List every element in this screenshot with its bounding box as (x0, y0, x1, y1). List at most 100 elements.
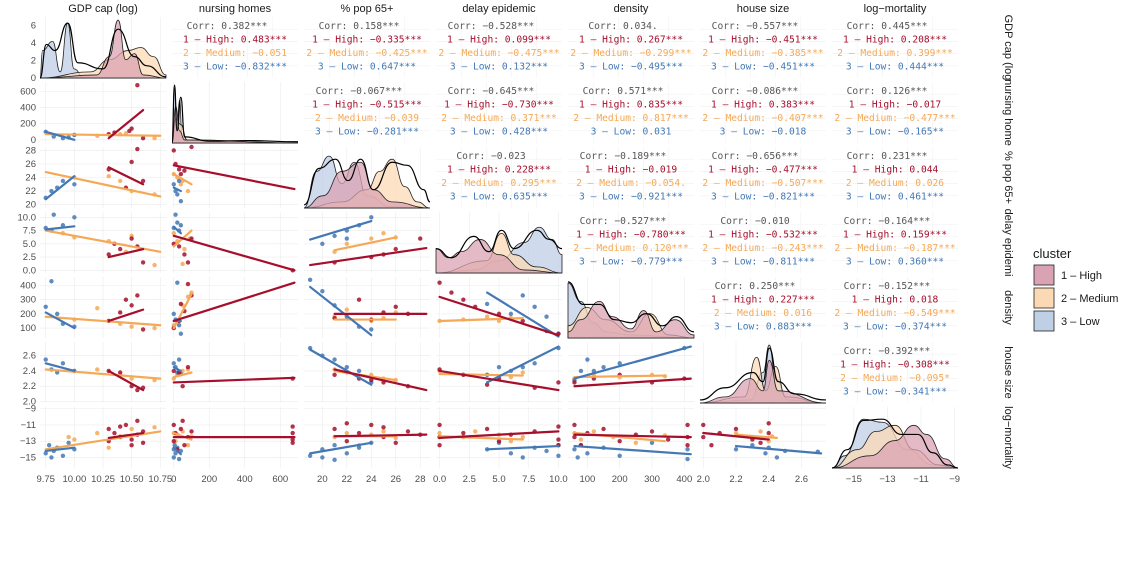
cell-4-1 (172, 277, 298, 338)
point-medium-4 (178, 182, 184, 187)
point-low-1 (49, 188, 54, 194)
y-tick-label-5-3: 2.6 (23, 351, 36, 362)
corr-label-0-6-0: Corr: 0.445*** (847, 21, 928, 32)
x-tick-label-3-1: 2.5 (463, 474, 476, 485)
corr-label-2-4-2: 2 – Medium: −0.054. (576, 178, 686, 189)
point-high-2 (484, 382, 490, 387)
point-low-3 (178, 199, 184, 204)
fit-line-medium (333, 236, 397, 252)
corr-label-0-3-0: Corr: −0.528*** (448, 21, 535, 32)
y-tick-label-2-0: 20 (25, 200, 36, 211)
density-high (831, 424, 959, 469)
corr-label-1-2-2: 2 – Medium: −0.039 (315, 113, 419, 124)
point-high-12 (180, 418, 185, 424)
point-low-1 (49, 279, 54, 284)
corr-label-1-2-1: 1 – High: −0.515*** (312, 100, 422, 111)
point-low-3 (72, 182, 77, 187)
fit-line-low (44, 130, 76, 141)
point-high-4 (601, 426, 606, 432)
point-low-4 (532, 361, 537, 366)
point-high-0 (701, 422, 706, 428)
point-low-3 (178, 223, 184, 228)
y-tick-label-2-1: 22 (25, 186, 36, 197)
point-high-4 (135, 293, 140, 298)
corr-label-2-4-3: 3 – Low: −0.921*** (579, 192, 683, 203)
point-high-9 (140, 440, 146, 445)
corr-label-1-6-3: 3 – Low: −0.165** (846, 127, 944, 138)
point-low-0 (171, 311, 176, 317)
point-high-3 (129, 303, 134, 308)
point-high-7 (649, 429, 655, 434)
fit-line-medium (172, 371, 193, 379)
density-panel-2 (303, 155, 431, 209)
corr-label-0-6-3: 3 – Low: 0.444*** (846, 62, 944, 73)
y-tick-label-0-0: 0 (31, 73, 36, 84)
y-tick-label-4-1: 200 (20, 309, 36, 320)
point-low-5 (176, 456, 182, 462)
corr-label-2-3-3: 3 – Low: 0.635*** (450, 192, 548, 203)
point-high-6 (135, 418, 140, 424)
fit-line-medium (44, 170, 162, 198)
corr-label-4-5-2: 2 – Medium: 0.016 (714, 308, 812, 319)
point-high-5 (556, 380, 561, 385)
y-tick-label-0-3: 6 (31, 21, 36, 32)
corr-label-3-5-1: 1 – High: −0.532*** (708, 230, 818, 241)
point-low-5 (344, 236, 350, 241)
corr-label-3-4-1: 1 – High: −0.780*** (576, 230, 686, 241)
point-high-1 (449, 290, 454, 295)
y-tick-label-1-3: 600 (20, 87, 36, 98)
fit-line-medium (172, 173, 193, 186)
cell-5-0 (40, 342, 166, 403)
point-medium-1 (95, 306, 100, 311)
fit-line-low (309, 285, 373, 337)
corr-label-1-3-3: 3 – Low: 0.428*** (450, 127, 548, 138)
point-high-3 (182, 168, 187, 173)
density-high (39, 19, 167, 79)
fit-line-low (44, 175, 76, 201)
corr-label-0-1-1: 1 – High: 0.483*** (183, 35, 287, 46)
corr-label-0-2-1: 1 – High: −0.335*** (312, 35, 422, 46)
point-low-0 (733, 447, 739, 452)
cell-0-6 (832, 17, 958, 78)
point-low-3 (344, 364, 350, 370)
fit-line-medium (44, 133, 162, 137)
corr-label-0-5-1: 1 – High: −0.451*** (708, 35, 818, 46)
corr-label-3-6-2: 2 – Medium: −0.187*** (834, 243, 955, 254)
scatter-panel-5-4 (572, 345, 692, 388)
cell-1-3 (436, 82, 562, 143)
point-medium-1 (344, 430, 350, 436)
point-medium-4 (152, 262, 157, 268)
corr-label-0-2-0: Corr: 0.158*** (319, 21, 400, 32)
density-overall (171, 84, 299, 144)
point-medium-0 (437, 430, 442, 436)
point-high-1 (344, 438, 350, 444)
point-low-2 (60, 361, 66, 366)
density-overall (435, 229, 563, 259)
corr-label-2-5-3: 3 – Low: −0.821*** (711, 192, 815, 203)
point-medium-4 (381, 231, 386, 236)
corr-label-2-6-2: 2 – Medium: 0.026 (846, 178, 944, 189)
point-high-1 (176, 244, 182, 249)
cell-1-6 (832, 82, 958, 143)
fit-line-low (172, 225, 182, 235)
point-high-0 (437, 422, 442, 428)
point-high-4 (733, 426, 739, 432)
point-low-8 (685, 456, 690, 462)
y-tick-label-3-0: 0.0 (23, 265, 36, 276)
fit-line-low (44, 311, 76, 330)
cell-1-0 (40, 82, 166, 143)
x-tick-label-4-0: 100 (579, 474, 595, 485)
point-low-2 (332, 357, 337, 362)
y-tick-label-0-2: 4 (31, 38, 36, 49)
corr-label-3-4-0: Corr: −0.527*** (580, 216, 667, 227)
point-high-0 (106, 426, 111, 432)
corr-label-1-3-1: 1 – High: −0.730*** (444, 100, 554, 111)
fit-line-high (107, 308, 145, 323)
point-low-2 (320, 455, 325, 460)
y-tick-label-3-3: 7.5 (23, 226, 36, 237)
corr-label-0-4-2: 2 – Medium: −0.299*** (570, 48, 691, 59)
y-tick-label-5-2: 2.4 (23, 366, 36, 377)
cell-0-3 (436, 17, 562, 78)
point-high-1 (117, 246, 123, 252)
